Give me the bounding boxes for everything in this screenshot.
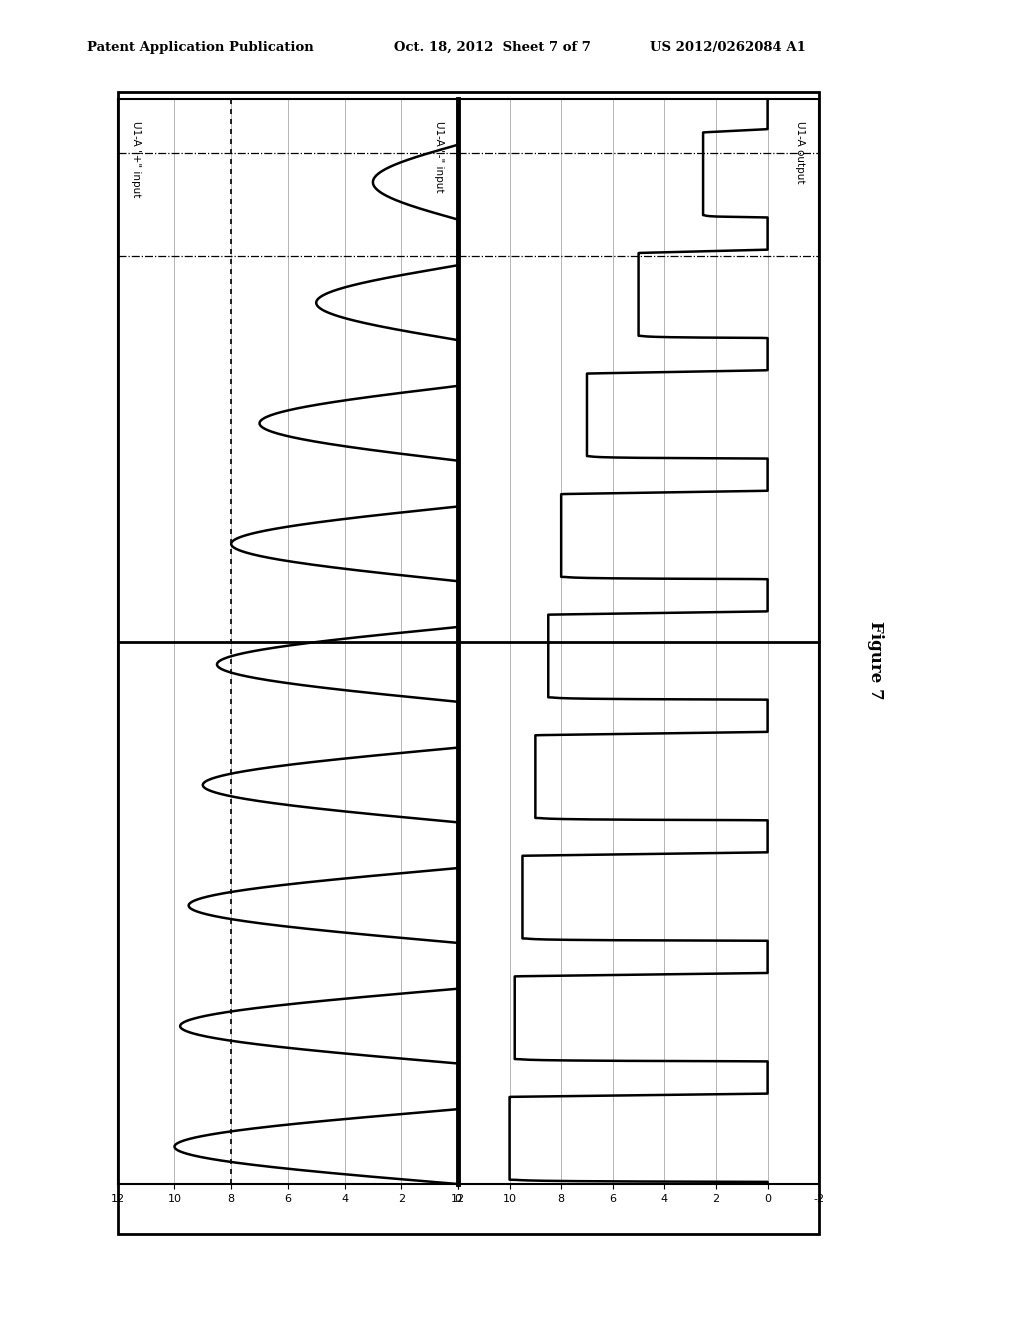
Text: US 2012/0262084 A1: US 2012/0262084 A1 [650, 41, 806, 54]
Text: U1-A "-" input: U1-A "-" input [434, 120, 444, 193]
Text: Oct. 18, 2012  Sheet 7 of 7: Oct. 18, 2012 Sheet 7 of 7 [394, 41, 591, 54]
Text: Patent Application Publication: Patent Application Publication [87, 41, 313, 54]
Text: U1-A output: U1-A output [795, 120, 805, 183]
Text: Figure 7: Figure 7 [867, 620, 884, 700]
Text: U1-A "+" input: U1-A "+" input [131, 120, 141, 197]
